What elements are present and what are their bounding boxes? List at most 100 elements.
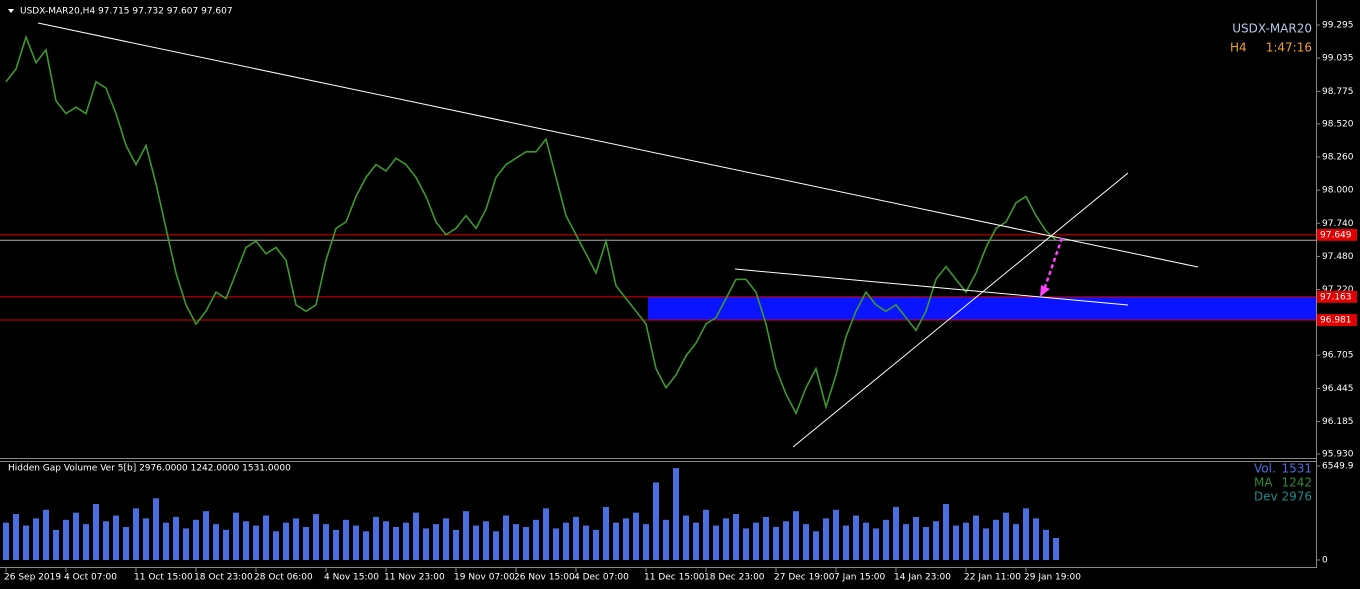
y-tick-label: 0 xyxy=(1322,556,1328,566)
volume-bar xyxy=(473,525,479,560)
x-tick-label: 11 Dec 15:00 xyxy=(644,573,705,583)
volume-bar xyxy=(323,524,329,560)
volume-bar xyxy=(343,519,349,560)
volume-bar xyxy=(883,519,889,560)
volume-bar xyxy=(383,521,389,560)
volume-bar xyxy=(613,522,619,560)
volume-bar xyxy=(93,504,99,560)
y-tick-label: 97.740 xyxy=(1322,219,1354,229)
legend-name: MA xyxy=(1254,476,1273,490)
volume-bar xyxy=(783,521,789,560)
volume-bar xyxy=(463,511,469,560)
volume-bar xyxy=(213,524,219,560)
volume-bar xyxy=(443,518,449,560)
volume-bar xyxy=(1003,512,1009,560)
volume-bar xyxy=(373,516,379,560)
volume-bar xyxy=(953,525,959,560)
x-tick-label: 29 Jan 19:00 xyxy=(1024,573,1081,583)
y-tick-label: 97.220 xyxy=(1322,285,1354,295)
y-tick-label: 98.520 xyxy=(1322,119,1354,129)
volume-bar xyxy=(43,509,49,560)
volume-bar xyxy=(273,531,279,560)
volume-bar xyxy=(223,529,229,560)
arrow-head xyxy=(1040,285,1050,297)
volume-bar xyxy=(603,506,609,560)
volume-bar xyxy=(983,528,989,560)
volume-bar xyxy=(63,519,69,560)
y-tick-label: 98.260 xyxy=(1322,152,1354,162)
volume-bar xyxy=(333,529,339,560)
volume-bar xyxy=(633,512,639,560)
volume-bar xyxy=(13,514,19,560)
y-tick-label: 95.930 xyxy=(1322,450,1354,460)
volume-bar xyxy=(933,521,939,560)
level-label: 96.981 xyxy=(1320,316,1352,326)
volume-bar xyxy=(543,508,549,560)
volume-bar xyxy=(123,526,129,560)
arrow xyxy=(1042,237,1064,291)
volume-bar xyxy=(523,526,529,560)
x-tick-label: 22 Jan 11:00 xyxy=(964,573,1021,583)
volume-bar xyxy=(673,468,679,560)
volume-bar xyxy=(573,516,579,560)
menu-icon[interactable] xyxy=(8,9,14,13)
y-tick-label: 6549.9 xyxy=(1322,462,1354,472)
volume-bar xyxy=(553,528,559,560)
x-tick-label: 11 Nov 23:00 xyxy=(384,573,445,583)
volume-bar xyxy=(533,519,539,560)
volume-bar xyxy=(1023,508,1029,560)
trend-line xyxy=(37,22,1199,268)
volume-bar xyxy=(893,506,899,560)
volume-bar xyxy=(3,522,9,560)
x-tick-label: 28 Oct 06:00 xyxy=(254,573,313,583)
volume-bar xyxy=(693,522,699,560)
volume-bar xyxy=(703,509,709,560)
volume-bar xyxy=(193,519,199,560)
volume-bar xyxy=(683,515,689,560)
volume-bar xyxy=(593,529,599,560)
volume-bar xyxy=(483,521,489,560)
volume-bar xyxy=(313,514,319,560)
volume-bar xyxy=(713,525,719,560)
volume-bar xyxy=(163,522,169,560)
volume-bar xyxy=(733,514,739,560)
volume-bar xyxy=(33,518,39,560)
symbol: USDX-MAR20 xyxy=(1232,22,1312,36)
y-tick-label: 96.445 xyxy=(1322,384,1354,394)
volume-bar xyxy=(963,522,969,560)
volume-bar xyxy=(643,524,649,560)
volume-bar xyxy=(233,512,239,560)
volume-bar xyxy=(563,522,569,560)
volume-bar xyxy=(843,525,849,560)
panel-frames xyxy=(0,0,1317,568)
x-tick-label: 19 Nov 07:00 xyxy=(454,573,515,583)
volume-bar xyxy=(293,518,299,560)
volume-bar xyxy=(653,482,659,560)
x-tick-label: 18 Dec 23:00 xyxy=(704,573,765,583)
volume-bar xyxy=(763,516,769,560)
chart-title: USDX-MAR20,H4 97.715 97.732 97.607 97.60… xyxy=(20,7,233,17)
y-tick-label: 97.480 xyxy=(1322,252,1354,262)
volume-bar xyxy=(743,528,749,560)
volume-bar xyxy=(73,512,79,560)
volume-bar xyxy=(143,518,149,560)
volume-bar xyxy=(803,524,809,560)
trend-line xyxy=(792,172,1129,448)
y-tick-label: 99.035 xyxy=(1322,54,1354,64)
volume-bar xyxy=(993,519,999,560)
volume-bar xyxy=(23,525,29,560)
volume-bar xyxy=(153,498,159,560)
volume-bar xyxy=(503,515,509,560)
legend-name: Dev xyxy=(1254,490,1278,504)
volume-bar xyxy=(823,518,829,560)
x-tick-label: 27 Dec 19:00 xyxy=(774,573,835,583)
volume-bar xyxy=(413,512,419,560)
price-line xyxy=(5,34,1057,416)
y-tick-label: 96.185 xyxy=(1322,417,1354,427)
zone xyxy=(648,296,1316,321)
volume-bar xyxy=(103,521,109,560)
legend-name: Vol. xyxy=(1254,462,1276,476)
volume-bar xyxy=(913,516,919,560)
y-tick-label: 98.775 xyxy=(1322,87,1354,97)
